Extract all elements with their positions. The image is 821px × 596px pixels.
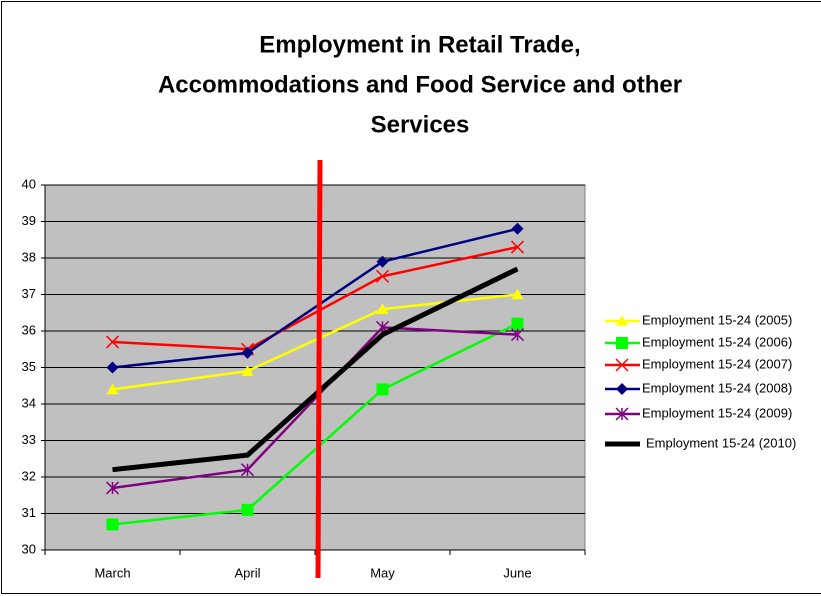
marker <box>375 269 390 283</box>
chart-title: Accommodations and Food Service and othe… <box>158 71 682 98</box>
y-tick-label: 40 <box>22 176 36 191</box>
legend-label: Employment 15-24 (2008) <box>642 380 792 395</box>
marker <box>615 358 629 372</box>
x-tick-label: March <box>94 565 130 580</box>
x-tick-label: April <box>234 565 260 580</box>
y-tick-label: 32 <box>22 468 36 483</box>
y-tick-label: 37 <box>22 286 36 301</box>
series-line <box>112 266 519 473</box>
marker <box>616 337 628 349</box>
legend-label: Employment 15-24 (2009) <box>642 405 792 420</box>
legend-label: Employment 15-24 (2007) <box>642 356 792 371</box>
y-tick-label: 35 <box>22 359 36 374</box>
marker <box>511 222 524 235</box>
x-tick-label: June <box>503 565 531 580</box>
chart-title: Employment in Retail Trade, <box>259 31 580 58</box>
marker <box>105 481 120 495</box>
y-tick-label: 39 <box>22 213 36 228</box>
marker <box>510 240 525 254</box>
marker <box>241 503 254 516</box>
marker <box>616 383 628 395</box>
divider-line <box>315 159 323 579</box>
marker <box>510 328 525 342</box>
y-tick-label: 34 <box>22 395 36 410</box>
series-line <box>112 322 519 526</box>
marker <box>376 383 389 396</box>
y-tick-label: 31 <box>22 505 36 520</box>
legend-label: Employment 15-24 (2006) <box>642 334 792 349</box>
y-tick-label: 30 <box>22 541 36 556</box>
marker <box>376 303 389 314</box>
y-tick-label: 36 <box>22 322 36 337</box>
x-tick-label: May <box>370 565 395 580</box>
marker <box>241 365 254 376</box>
marker <box>106 361 119 374</box>
marker <box>511 317 524 330</box>
marker <box>511 288 524 300</box>
legend-label: Employment 15-24 (2010) <box>646 435 796 450</box>
legend-label: Employment 15-24 (2005) <box>642 312 792 327</box>
series-line <box>112 227 518 369</box>
chart-title: Services <box>371 111 470 138</box>
y-tick-label: 38 <box>22 249 36 264</box>
series-line <box>112 245 518 351</box>
marker <box>615 407 629 421</box>
marker <box>105 335 120 349</box>
series-line <box>112 326 518 490</box>
marker <box>376 255 389 268</box>
marker <box>240 463 255 477</box>
marker <box>241 346 254 359</box>
plot-layer: 30 31 32 33 34 35 36 37 38 39 40 March April May June <box>22 176 586 580</box>
marker <box>106 383 119 395</box>
y-tick-label: 33 <box>22 432 36 447</box>
marker <box>616 315 628 326</box>
marker <box>106 518 119 531</box>
